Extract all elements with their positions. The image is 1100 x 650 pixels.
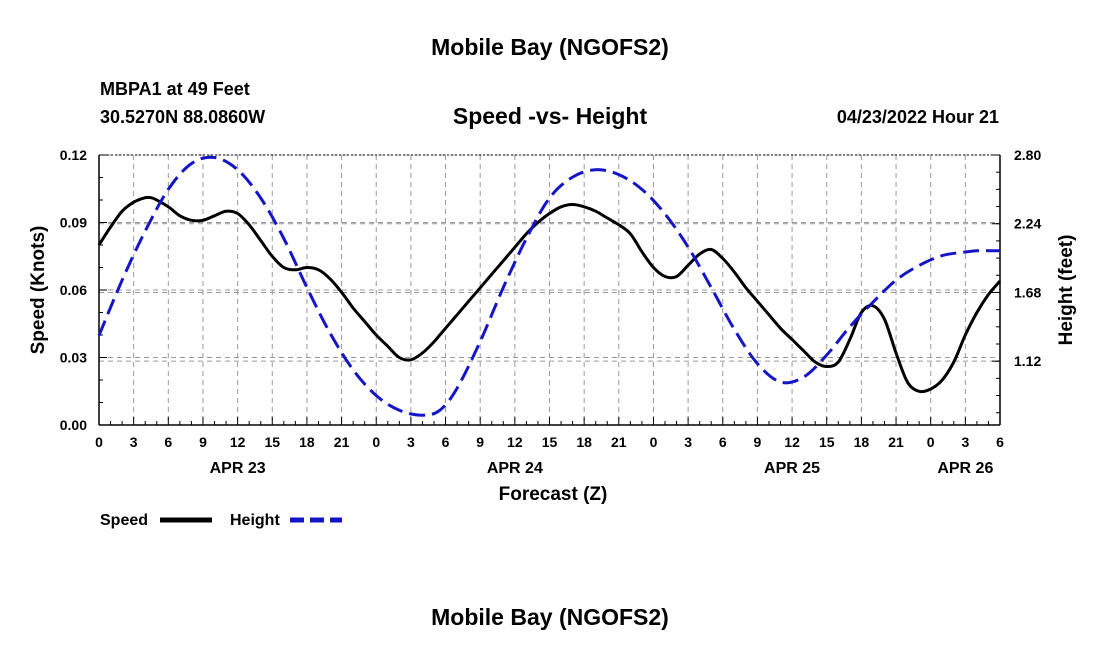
right-tick-label: 1.12 <box>1014 353 1041 369</box>
x-tick-label: 15 <box>819 434 835 450</box>
x-tick-label: 15 <box>264 434 280 450</box>
x-tick-label: 12 <box>784 434 800 450</box>
series-line-height <box>97 155 1000 417</box>
x-tick-label: 0 <box>95 434 103 450</box>
page-title-top: Mobile Bay (NGOFS2) <box>431 34 669 60</box>
x-tick-label: 21 <box>611 434 627 450</box>
series-line-speed <box>97 195 1002 394</box>
left-tick-label: 0.00 <box>60 417 87 433</box>
page-title-bottom: Mobile Bay (NGOFS2) <box>431 604 669 630</box>
date-label: APR 25 <box>764 460 820 477</box>
grid-lines <box>99 154 1000 425</box>
chart-title: Speed -vs- Height <box>453 103 648 129</box>
x-tick-label: 6 <box>996 434 1004 450</box>
series-lines <box>97 155 1002 417</box>
legend-speed-label: Speed <box>100 512 148 529</box>
right-axis-ticks: 1.12 1.68 2.24 2.80 <box>992 147 1041 414</box>
x-tick-label: 6 <box>719 434 727 450</box>
left-tick-label: 0.06 <box>60 282 87 298</box>
x-tick-label: 6 <box>442 434 450 450</box>
x-tick-label: 9 <box>754 434 762 450</box>
x-tick-label: 0 <box>372 434 380 450</box>
x-tick-label: 18 <box>299 434 315 450</box>
left-tick-label: 0.12 <box>60 147 87 163</box>
y-axis-left-label: Speed (Knots) <box>28 226 49 355</box>
right-tick-label: 2.80 <box>1014 147 1041 163</box>
x-tick-label: 3 <box>961 434 969 450</box>
x-tick-label: 3 <box>407 434 415 450</box>
datetime-label: 04/23/2022 Hour 21 <box>837 107 999 127</box>
x-axis-date-labels: APR 23 APR 24 APR 25 APR 26 <box>210 460 994 477</box>
x-tick-label: 15 <box>542 434 558 450</box>
x-tick-label: 21 <box>888 434 904 450</box>
x-tick-label: 6 <box>164 434 172 450</box>
x-tick-label: 21 <box>334 434 350 450</box>
x-axis-label: Forecast (Z) <box>499 484 608 505</box>
x-tick-label: 12 <box>230 434 246 450</box>
x-tick-label: 18 <box>854 434 870 450</box>
legend-height-label: Height <box>230 512 280 529</box>
date-label: APR 26 <box>937 460 993 477</box>
x-tick-label: 3 <box>130 434 138 450</box>
x-tick-label: 18 <box>576 434 592 450</box>
left-tick-label: 0.09 <box>60 215 87 231</box>
legend: Speed Height <box>100 512 342 529</box>
x-tick-label: 0 <box>650 434 658 450</box>
x-tick-label: 12 <box>507 434 523 450</box>
coordinates-label: 30.5270N 88.0860W <box>100 107 265 127</box>
right-tick-label: 2.24 <box>1014 216 1041 232</box>
date-label: APR 24 <box>487 460 543 477</box>
x-tick-label: 3 <box>684 434 692 450</box>
x-tick-label: 0 <box>927 434 935 450</box>
x-tick-label: 9 <box>476 434 484 450</box>
right-tick-label: 1.68 <box>1014 284 1041 300</box>
left-axis-ticks: 0.00 0.03 0.06 0.09 0.12 <box>60 147 107 433</box>
x-tick-label: 9 <box>199 434 207 450</box>
date-label: APR 23 <box>210 460 266 477</box>
x-axis-ticks: 0 3 6 9 12 15 18 21 0 3 6 9 12 15 18 21 0 3 6 9 12 15 18 21 0 3 6 <box>95 417 1004 450</box>
station-label: MBPA1 at 49 Feet <box>100 79 250 99</box>
y-axis-right-label: Height (feet) <box>1056 235 1077 346</box>
left-tick-label: 0.03 <box>60 350 87 366</box>
